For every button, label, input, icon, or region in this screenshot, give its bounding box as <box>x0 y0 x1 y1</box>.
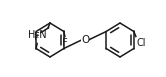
Text: F: F <box>62 38 68 49</box>
Text: O: O <box>81 35 89 45</box>
Text: F: F <box>34 32 40 43</box>
Text: Cl: Cl <box>137 38 146 49</box>
Text: H₂N: H₂N <box>28 30 47 40</box>
